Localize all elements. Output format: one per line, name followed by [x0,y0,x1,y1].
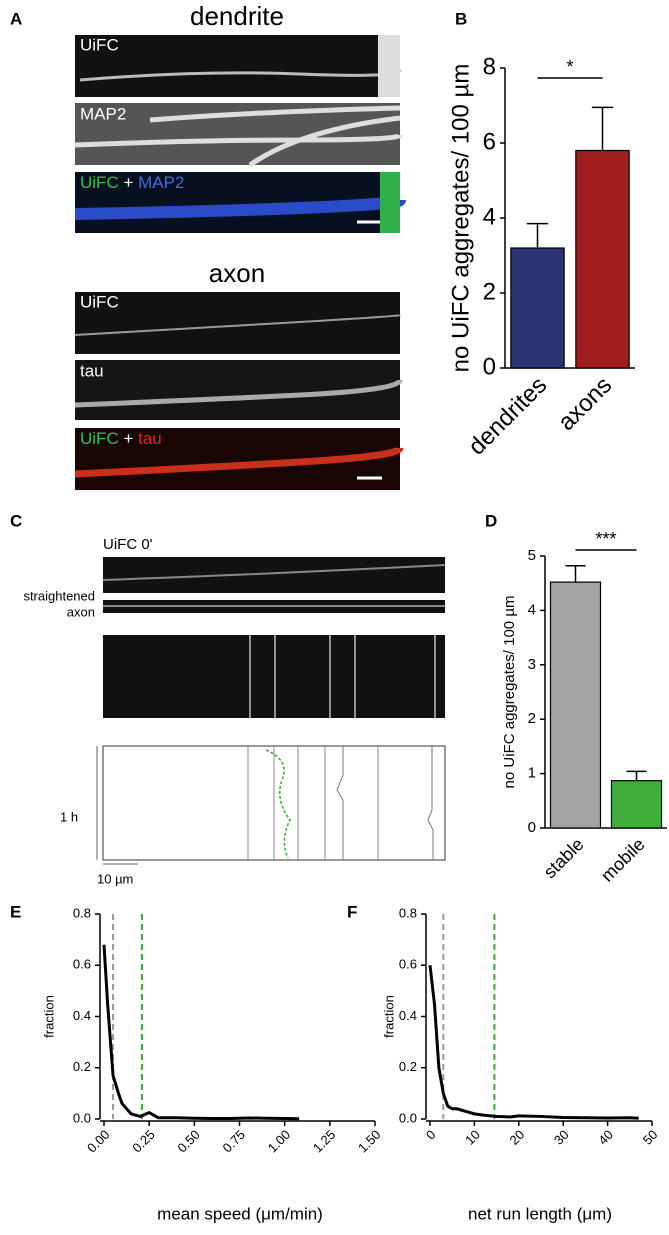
x-tick-label: 10 [462,1127,483,1148]
x-tick-label: 0.75 [220,1127,249,1156]
x-tick-label: 0 [423,1127,439,1143]
heading: axon [209,258,265,288]
y-axis-label: no UiFC aggregates/ 100 µm [501,596,518,789]
bar [610,780,663,829]
kymograph-schematic [96,745,446,865]
label-part: UiFC [80,173,119,192]
y-tick-label: 4 [528,601,536,618]
bar [549,581,602,829]
micrograph [102,557,446,718]
y-tick-label: 4 [483,203,496,230]
x-tick-label: dendrites [463,372,552,461]
image-label: UiFC [80,35,119,54]
label-part: tau [138,429,162,448]
x-tick-label: 1.25 [310,1127,339,1156]
significance-label: *** [595,529,616,549]
x-tick-label: 40 [595,1127,616,1148]
panel-letter: A [10,9,22,28]
micrograph [74,103,403,168]
image-label: UiFC 0' [103,536,153,553]
y-tick-label: 0 [528,819,536,836]
panel-letter: B [455,9,467,28]
x-tick-label: 1.00 [265,1127,294,1156]
y-tick-label: 0.4 [399,1008,417,1023]
image-label: axon [67,604,95,619]
x-tick-label: 0.00 [84,1127,113,1156]
x-tick-label: mobile [597,834,649,886]
x-axis-label: mean speed (μm/min) [157,1204,323,1223]
x-tick-label: stable [540,834,588,882]
y-tick-label: 8 [483,53,496,80]
micrograph [74,292,401,354]
y-tick-label: 3 [528,656,536,673]
y-tick-label: 0.2 [399,1059,417,1074]
image-label: UiFC [80,292,119,311]
y-tick-label: 0.4 [73,1008,91,1023]
x-tick-label: 30 [551,1127,572,1148]
micrograph [75,35,402,97]
label-part: + [123,173,133,192]
panel-letter: E [10,902,21,921]
x-axis-label: net run length (μm) [468,1204,612,1223]
line-series [102,944,300,1121]
y-tick-label: 1 [528,765,536,782]
label-part: MAP2 [138,173,184,192]
y-tick-label: 0.0 [73,1110,91,1125]
micrograph [74,428,404,490]
image-label: UiFC + MAP2 [80,173,184,192]
y-tick-label: 0.6 [399,957,417,972]
significance-label: * [566,57,573,77]
y-tick-label: 6 [483,128,496,155]
scale-label: 1 h [60,809,78,824]
label-part: + [123,429,133,448]
x-tick-label: 0.25 [129,1127,158,1156]
bar [575,149,630,369]
y-tick-label: 0.6 [73,957,91,972]
micrograph [74,360,403,420]
panel-letter: F [347,902,357,921]
y-axis-label: fraction [381,995,396,1038]
y-tick-label: 2 [528,710,536,727]
y-tick-label: 0.0 [399,1110,417,1125]
y-tick-label: 0.2 [73,1059,91,1074]
x-tick-label: 0.50 [174,1127,203,1156]
x-tick-label: axons [553,372,617,436]
panel-letter: D [485,511,497,530]
y-tick-label: 2 [483,278,496,305]
y-axis-label: no UiFC aggregates/ 100 µm [447,64,474,373]
image-label: straightened [23,588,95,603]
panel-letter: C [10,511,22,530]
y-tick-label: 0.8 [73,905,91,920]
y-tick-label: 0.8 [399,905,417,920]
label-part: UiFC [80,429,119,448]
bar [510,247,565,369]
y-tick-label: 5 [528,547,536,564]
image-label: tau [80,361,104,380]
x-tick-label: 1.50 [355,1127,384,1156]
line-series [428,965,639,1120]
image-label: UiFC + tau [80,429,162,448]
x-tick-label: 50 [640,1127,661,1148]
micrograph [74,172,406,233]
y-axis-label: fraction [41,995,56,1038]
scale-label: 10 µm [97,871,133,886]
image-label: MAP2 [80,104,126,123]
heading: dendrite [190,1,284,31]
y-tick-label: 0 [483,353,496,380]
x-tick-label: 20 [507,1127,528,1148]
